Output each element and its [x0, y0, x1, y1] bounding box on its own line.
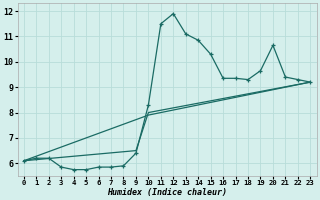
X-axis label: Humidex (Indice chaleur): Humidex (Indice chaleur): [107, 188, 227, 197]
